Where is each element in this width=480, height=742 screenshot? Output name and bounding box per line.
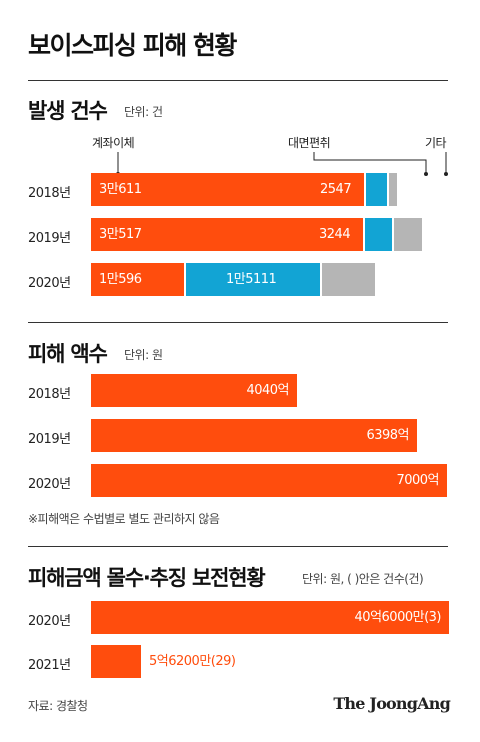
bar-segment-transfer	[91, 218, 365, 251]
amount-unit: 단위: 원	[124, 348, 163, 362]
amount-note: ※피해액은 수법별로 별도 관리하지 않음	[28, 512, 220, 526]
year-label: 2020년	[28, 477, 71, 492]
seizure-bar	[91, 645, 141, 678]
amount-bar	[91, 374, 297, 407]
bar-segment-face	[366, 173, 389, 206]
divider	[28, 546, 448, 547]
bar-label-transfer: 3만611	[99, 182, 142, 197]
bar-segment-face	[365, 218, 394, 251]
count-section-title: 발생 건수	[28, 99, 108, 123]
source-note: 자료: 경찰청	[28, 699, 88, 713]
divider	[28, 80, 448, 81]
year-label: 2020년	[28, 276, 71, 291]
year-label: 2020년	[28, 614, 71, 629]
divider	[28, 322, 448, 323]
legend-leaders	[116, 152, 448, 176]
amount-section-title: 피해 액수	[28, 342, 108, 366]
bar-label-transfer: 1만596	[99, 272, 142, 287]
seizure-bar-label: 40억6000만(3)	[354, 610, 442, 625]
leader-dot-other	[444, 172, 448, 176]
bar-segment-other	[394, 218, 422, 251]
seizure-unit: 단위: 원, ( )안은 건수(건)	[302, 572, 424, 586]
legend-transfer: 계좌이체	[92, 136, 135, 150]
bar-label-face: 3244	[319, 227, 351, 242]
bar-label-face: 2547	[320, 182, 352, 197]
bar-segment-other	[389, 173, 397, 206]
page-title: 보이스피싱 피해 현황	[28, 31, 237, 60]
brand-logo: The JoongAng	[333, 694, 450, 713]
bar-label-face: 1만5111	[226, 272, 277, 287]
bar-segment-transfer	[91, 173, 366, 206]
count-unit: 단위: 건	[124, 105, 163, 119]
legend-face: 대면편취	[288, 136, 331, 150]
amount-bar	[91, 464, 447, 497]
amount-bar-label: 4040억	[246, 383, 289, 398]
amount-bar-label: 7000억	[396, 473, 439, 488]
year-label: 2021년	[28, 658, 71, 673]
bar-segment-face	[186, 263, 322, 296]
year-label: 2019년	[28, 432, 71, 447]
leader-line-face	[313, 152, 427, 174]
legend-other: 기타	[425, 136, 447, 150]
year-label: 2018년	[28, 186, 71, 201]
year-label: 2018년	[28, 387, 71, 402]
amount-bar-label: 6398억	[366, 428, 409, 443]
seizure-bar	[91, 601, 449, 634]
bar-segment-transfer	[91, 263, 186, 296]
seizure-section-title: 피해금액 몰수·추징 보전현황	[28, 566, 266, 590]
amount-bar	[91, 419, 417, 452]
bar-label-transfer: 3만517	[99, 227, 142, 242]
seizure-bar-label: 5억6200만(29)	[149, 654, 236, 669]
year-label: 2019년	[28, 231, 71, 246]
bar-segment-other	[322, 263, 375, 296]
leader-dot-face	[424, 172, 428, 176]
